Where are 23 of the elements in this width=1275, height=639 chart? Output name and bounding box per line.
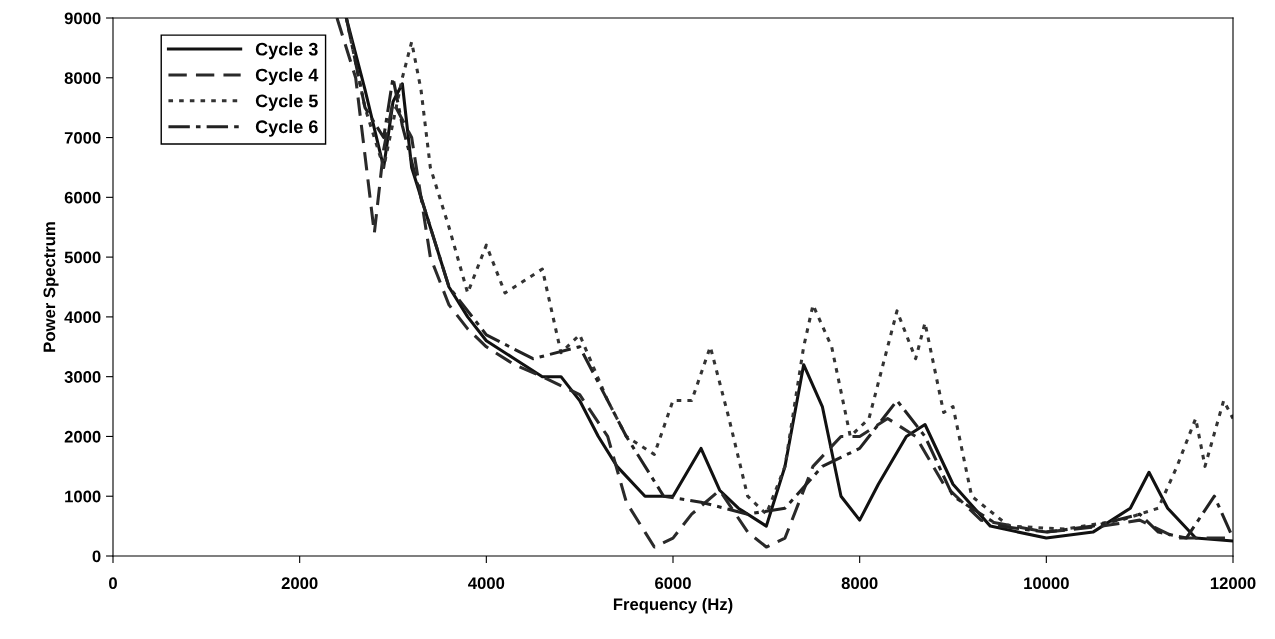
y-tick-label: 1000 [65,490,101,503]
y-tick-label: 3000 [64,371,101,383]
legend-label: Cycle 4 [255,68,319,86]
x-tick-label: 0 [109,577,117,590]
x-tick-label: 4000 [468,577,505,590]
y-tick-label: 0 [92,550,101,563]
x-tick-label: 8000 [841,577,878,590]
x-tick-label: 10000 [1024,577,1069,590]
y-tick-label: 2000 [64,430,101,443]
y-tick-label: 4000 [64,311,101,324]
x-tick-label: 6000 [655,577,691,590]
y-tick-label: 6000 [64,191,101,204]
x-tick-label: 12000 [1210,577,1256,590]
x-tick-label: 2000 [281,577,318,590]
legend-label: Cycle 5 [255,94,318,111]
legend-label: Cycle 6 [255,119,318,137]
y-tick-label: 9000 [64,12,101,25]
legend-label: Cycle 3 [255,42,318,60]
x-axis-title: Frequency (Hz) [613,597,733,614]
y-axis-title: Power Spectrum [43,222,59,352]
y-tick-label: 7000 [64,131,101,144]
y-tick-label: 5000 [64,251,101,264]
y-tick-label: 8000 [64,72,101,84]
